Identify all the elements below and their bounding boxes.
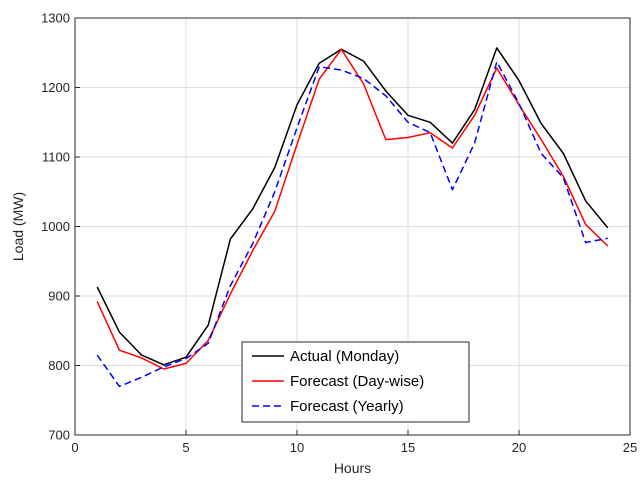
x-tick-label: 15 <box>401 440 415 455</box>
y-tick-label: 1300 <box>41 11 70 26</box>
legend-label: Actual (Monday) <box>290 348 399 365</box>
y-tick-label: 700 <box>48 428 70 443</box>
x-tick-label: 20 <box>512 440 526 455</box>
axis-ticks <box>74 17 631 436</box>
series-lines <box>96 47 609 388</box>
x-axis-label: Hours <box>334 460 371 476</box>
series-line-2 <box>96 48 609 370</box>
y-axis-label: Load (MW) <box>10 192 26 261</box>
x-tick-label: 25 <box>623 440 637 455</box>
y-tick-label: 1200 <box>41 80 70 95</box>
series-line-1 <box>96 47 609 366</box>
series-line-3 <box>96 61 608 388</box>
x-tick-label: 5 <box>182 440 189 455</box>
tick-labels: 0 5 10 15 20 25 700 800 900 1000 1100 1200 1300 <box>41 11 637 456</box>
legend-label: Forecast (Day-wise) <box>290 373 424 390</box>
y-tick-label: 900 <box>48 289 70 304</box>
legend-label: Forecast (Yearly) <box>290 398 404 415</box>
y-tick-label: 1100 <box>42 150 70 165</box>
legend: Actual (Monday) Forecast (Day-wise) Foreca… <box>241 341 470 423</box>
y-tick-label: 800 <box>48 358 70 373</box>
x-tick-label: 0 <box>71 440 78 455</box>
x-tick-label: 10 <box>290 440 304 455</box>
y-tick-label: 1000 <box>41 219 70 234</box>
